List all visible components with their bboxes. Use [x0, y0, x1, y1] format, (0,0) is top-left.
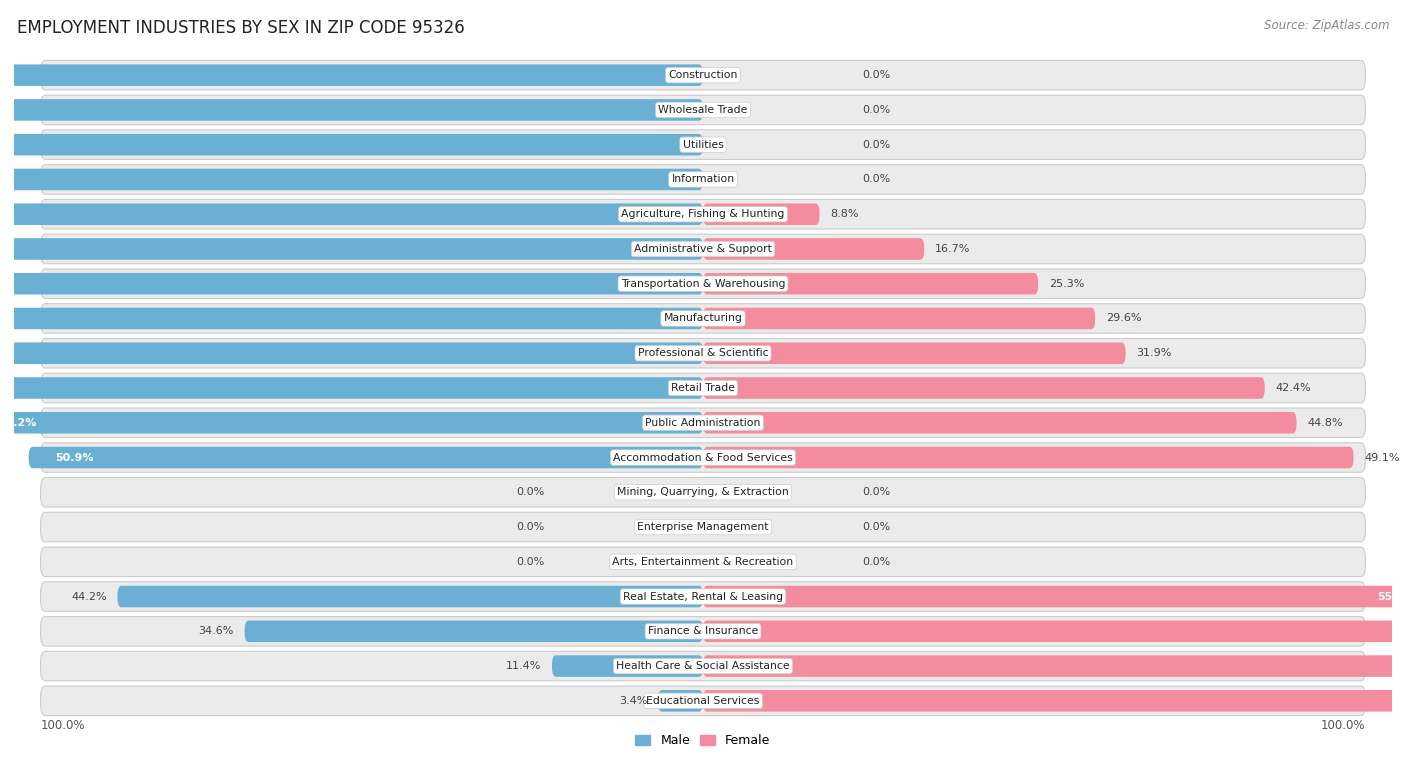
Text: Professional & Scientific: Professional & Scientific: [638, 348, 768, 359]
FancyBboxPatch shape: [41, 234, 1365, 264]
FancyBboxPatch shape: [703, 621, 1406, 642]
Text: 44.2%: 44.2%: [72, 591, 107, 601]
Text: 31.9%: 31.9%: [1136, 348, 1171, 359]
Text: 0.0%: 0.0%: [862, 557, 890, 566]
FancyBboxPatch shape: [703, 655, 1406, 677]
Text: EMPLOYMENT INDUSTRIES BY SEX IN ZIP CODE 95326: EMPLOYMENT INDUSTRIES BY SEX IN ZIP CODE…: [17, 19, 464, 37]
FancyBboxPatch shape: [28, 447, 703, 468]
FancyBboxPatch shape: [41, 199, 1365, 229]
Text: Agriculture, Fishing & Hunting: Agriculture, Fishing & Hunting: [621, 210, 785, 219]
Text: Information: Information: [672, 175, 734, 185]
FancyBboxPatch shape: [0, 64, 703, 86]
FancyBboxPatch shape: [703, 586, 1406, 608]
Text: 0.0%: 0.0%: [862, 140, 890, 150]
FancyBboxPatch shape: [41, 408, 1365, 438]
FancyBboxPatch shape: [0, 238, 703, 260]
FancyBboxPatch shape: [703, 203, 820, 225]
Text: 29.6%: 29.6%: [1105, 314, 1142, 324]
FancyBboxPatch shape: [41, 477, 1365, 507]
Text: Utilities: Utilities: [682, 140, 724, 150]
Text: Transportation & Warehousing: Transportation & Warehousing: [621, 279, 785, 289]
Text: Source: ZipAtlas.com: Source: ZipAtlas.com: [1264, 19, 1389, 33]
FancyBboxPatch shape: [0, 342, 703, 364]
FancyBboxPatch shape: [41, 582, 1365, 611]
FancyBboxPatch shape: [703, 342, 1126, 364]
Text: 0.0%: 0.0%: [862, 522, 890, 532]
Text: 8.8%: 8.8%: [830, 210, 859, 219]
Text: 0.0%: 0.0%: [862, 70, 890, 80]
Text: 0.0%: 0.0%: [516, 522, 544, 532]
FancyBboxPatch shape: [41, 686, 1365, 715]
FancyBboxPatch shape: [0, 308, 703, 329]
FancyBboxPatch shape: [0, 203, 703, 225]
FancyBboxPatch shape: [0, 168, 703, 190]
Text: 55.2%: 55.2%: [0, 417, 37, 428]
Text: Manufacturing: Manufacturing: [664, 314, 742, 324]
Text: Administrative & Support: Administrative & Support: [634, 244, 772, 254]
FancyBboxPatch shape: [41, 303, 1365, 333]
Text: 11.4%: 11.4%: [506, 661, 541, 671]
FancyBboxPatch shape: [41, 165, 1365, 194]
FancyBboxPatch shape: [703, 377, 1265, 399]
Text: Finance & Insurance: Finance & Insurance: [648, 626, 758, 636]
Text: 0.0%: 0.0%: [862, 105, 890, 115]
Text: 0.0%: 0.0%: [516, 557, 544, 566]
FancyBboxPatch shape: [41, 547, 1365, 577]
Text: 0.0%: 0.0%: [862, 487, 890, 497]
Text: Accommodation & Food Services: Accommodation & Food Services: [613, 452, 793, 462]
FancyBboxPatch shape: [553, 655, 703, 677]
Text: 42.4%: 42.4%: [1275, 383, 1310, 393]
FancyBboxPatch shape: [41, 651, 1365, 681]
Text: 16.7%: 16.7%: [935, 244, 970, 254]
FancyBboxPatch shape: [41, 130, 1365, 159]
Text: 0.0%: 0.0%: [862, 175, 890, 185]
Text: Enterprise Management: Enterprise Management: [637, 522, 769, 532]
FancyBboxPatch shape: [703, 447, 1354, 468]
Text: 44.8%: 44.8%: [1308, 417, 1343, 428]
Text: 100.0%: 100.0%: [1322, 719, 1365, 733]
FancyBboxPatch shape: [41, 373, 1365, 403]
FancyBboxPatch shape: [41, 95, 1365, 125]
Text: Wholesale Trade: Wholesale Trade: [658, 105, 748, 115]
FancyBboxPatch shape: [41, 512, 1365, 542]
FancyBboxPatch shape: [0, 377, 703, 399]
FancyBboxPatch shape: [0, 99, 703, 121]
FancyBboxPatch shape: [245, 621, 703, 642]
Text: 49.1%: 49.1%: [1364, 452, 1399, 462]
FancyBboxPatch shape: [658, 690, 703, 712]
FancyBboxPatch shape: [0, 273, 703, 295]
Text: 55.8%: 55.8%: [1378, 591, 1406, 601]
Text: 34.6%: 34.6%: [198, 626, 233, 636]
FancyBboxPatch shape: [41, 269, 1365, 299]
FancyBboxPatch shape: [703, 308, 1095, 329]
Text: Educational Services: Educational Services: [647, 696, 759, 706]
FancyBboxPatch shape: [41, 338, 1365, 368]
FancyBboxPatch shape: [703, 690, 1406, 712]
Text: 100.0%: 100.0%: [41, 719, 84, 733]
Text: 0.0%: 0.0%: [516, 487, 544, 497]
FancyBboxPatch shape: [703, 412, 1296, 434]
Text: Health Care & Social Assistance: Health Care & Social Assistance: [616, 661, 790, 671]
FancyBboxPatch shape: [117, 586, 703, 608]
FancyBboxPatch shape: [0, 134, 703, 155]
FancyBboxPatch shape: [703, 238, 924, 260]
Text: Construction: Construction: [668, 70, 738, 80]
Text: Retail Trade: Retail Trade: [671, 383, 735, 393]
Text: Mining, Quarrying, & Extraction: Mining, Quarrying, & Extraction: [617, 487, 789, 497]
Text: 50.9%: 50.9%: [55, 452, 94, 462]
FancyBboxPatch shape: [0, 412, 703, 434]
FancyBboxPatch shape: [41, 61, 1365, 90]
FancyBboxPatch shape: [703, 273, 1038, 295]
Text: Real Estate, Rental & Leasing: Real Estate, Rental & Leasing: [623, 591, 783, 601]
FancyBboxPatch shape: [41, 443, 1365, 473]
Legend: Male, Female: Male, Female: [630, 729, 776, 752]
Text: 57.6%: 57.6%: [0, 383, 6, 393]
Text: 25.3%: 25.3%: [1049, 279, 1084, 289]
FancyBboxPatch shape: [41, 617, 1365, 646]
Text: 3.4%: 3.4%: [619, 696, 647, 706]
Text: Public Administration: Public Administration: [645, 417, 761, 428]
Text: Arts, Entertainment & Recreation: Arts, Entertainment & Recreation: [613, 557, 793, 566]
